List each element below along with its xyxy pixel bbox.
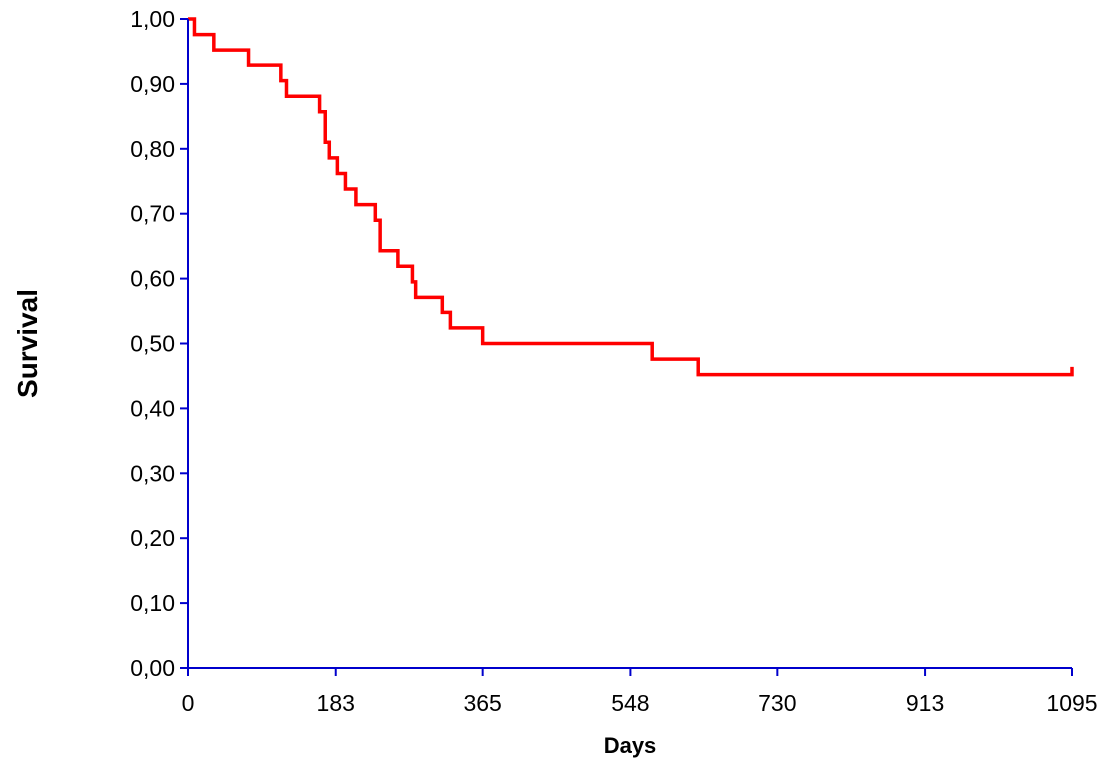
x-tick-label: 548	[611, 690, 649, 716]
y-tick-label: 0,70	[130, 201, 175, 227]
x-tick-label: 1095	[1046, 690, 1097, 716]
y-tick-label: 0,50	[130, 331, 175, 357]
x-tick-label: 730	[758, 690, 796, 716]
y-tick-label: 0,80	[130, 136, 175, 162]
y-axis-ticks: 0,00 0,10 0,20 0,30 0,40 0,50 0,60 0,70 0,80 0,90…	[130, 6, 188, 681]
survival-curve	[188, 19, 1072, 375]
y-tick-label: 0,30	[130, 460, 175, 486]
x-tick-label: 365	[463, 690, 501, 716]
y-tick-label: 0,60	[130, 266, 175, 292]
x-tick-label: 183	[317, 690, 355, 716]
y-axis-title: Survival	[12, 289, 43, 398]
x-axis-title: Days	[604, 733, 657, 758]
y-tick-label: 0,10	[130, 590, 175, 616]
y-tick-label: 0,20	[130, 525, 175, 551]
y-tick-label: 0,90	[130, 71, 175, 97]
x-tick-label: 0	[182, 690, 195, 716]
y-tick-label: 0,40	[130, 395, 175, 421]
x-axis-ticks: 0 183 365 548 730 913 1095	[182, 668, 1098, 716]
x-tick-label: 913	[906, 690, 944, 716]
y-tick-label: 1,00	[130, 6, 175, 32]
series-group	[188, 19, 1072, 375]
y-tick-label: 0,00	[130, 655, 175, 681]
